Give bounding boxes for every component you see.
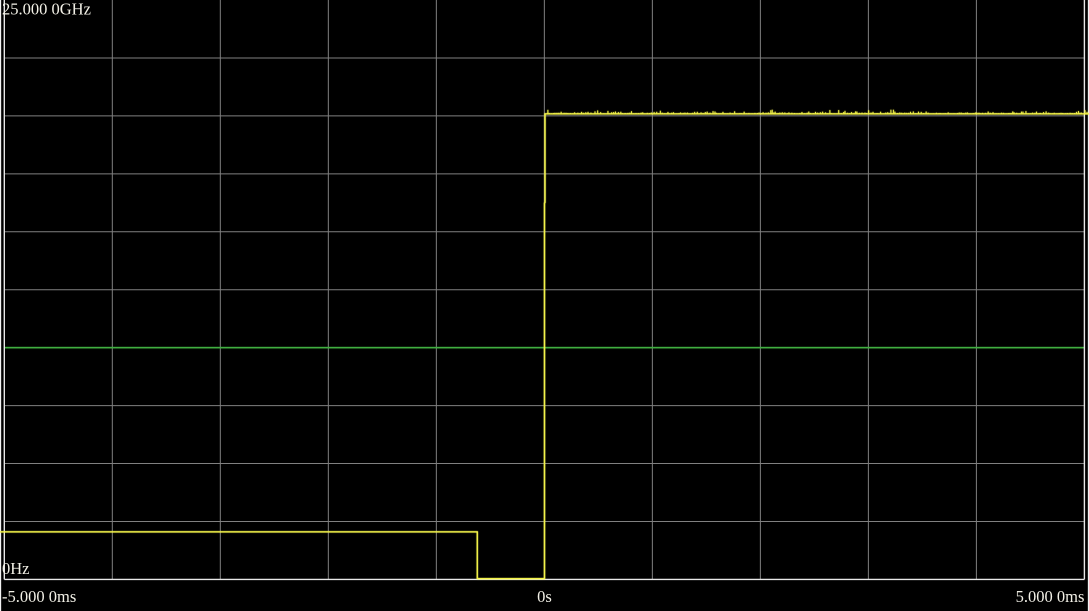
svg-text:0s: 0s	[537, 587, 552, 606]
svg-text:0Hz: 0Hz	[2, 559, 30, 578]
svg-text:5.000 0ms: 5.000 0ms	[1016, 587, 1085, 606]
svg-text:25.000 0GHz: 25.000 0GHz	[2, 0, 91, 19]
svg-text:-5.000 0ms: -5.000 0ms	[2, 587, 76, 606]
